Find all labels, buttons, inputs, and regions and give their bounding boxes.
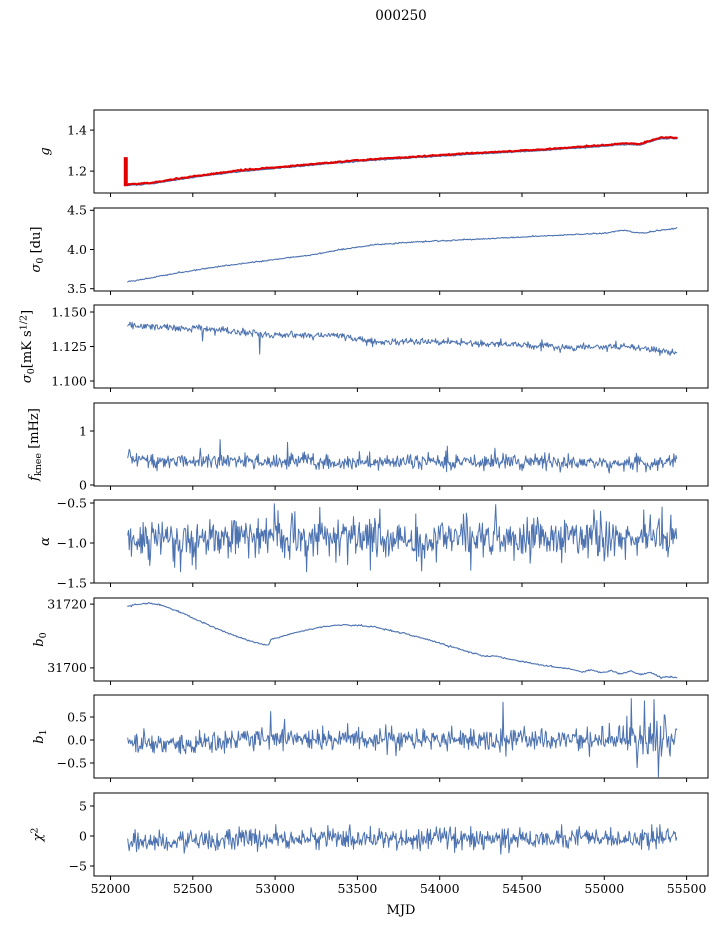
axes-spines — [93, 499, 709, 584]
y-tick-label: 1.125 — [51, 339, 87, 354]
axes-spines — [93, 304, 709, 389]
x-axis-label: MJD — [386, 903, 416, 918]
axes-spines — [93, 109, 709, 194]
series-alpha — [127, 503, 678, 573]
y-tick-label: 1.100 — [51, 373, 87, 388]
y-tick-label: −5 — [69, 858, 87, 873]
y-axis-label-sigma0-mK: σ0[mK s1/2] — [19, 310, 38, 383]
y-tick-label: 4.0 — [67, 242, 87, 257]
y-tick-label: 1.2 — [67, 163, 87, 178]
y-tick-label: 0 — [79, 477, 87, 492]
x-tick-label: 52500 — [173, 881, 213, 896]
subplot-b1: −0.5 0.0 0.5 b1 — [32, 694, 709, 782]
subplot-g: 1.2 1.4 g — [38, 109, 709, 197]
y-tick-label: 3.5 — [67, 281, 87, 296]
y-tick-label: 31720 — [47, 596, 87, 611]
y-tick-label: −1.5 — [57, 575, 87, 590]
subplot-b0: 31700 31720 b0 — [32, 596, 709, 685]
series-sigma0-mK — [127, 321, 678, 356]
y-axis-label-sigma0-du: σ0 [du] — [29, 227, 46, 273]
subplot-fknee: 0 1 fknee [mHz] — [27, 402, 709, 492]
axes-spines — [93, 694, 709, 779]
y-tick-label: 4.5 — [67, 203, 87, 218]
series-sigma0-du — [127, 227, 678, 283]
y-axis-label-b0: b0 — [32, 632, 49, 646]
y-tick-label: −0.5 — [57, 495, 87, 510]
y-tick-label: −1.0 — [57, 535, 87, 550]
y-tick-label: 1.4 — [67, 122, 87, 137]
series-chi2 — [127, 824, 678, 855]
y-tick-label: 0 — [79, 828, 87, 843]
y-tick-label: 0.5 — [67, 709, 87, 724]
x-tick-label: 55000 — [584, 881, 624, 896]
y-tick-label: 31700 — [47, 660, 87, 675]
series-g-data-red — [126, 135, 678, 186]
x-tick-label: 55500 — [667, 881, 707, 896]
x-tick-label: 53000 — [255, 881, 295, 896]
axes-spines — [93, 402, 709, 487]
y-axis-label-fknee: fknee [mHz] — [27, 408, 44, 482]
subplot-sigma0-mK: 1.100 1.125 1.150 σ0[mK s1/2] — [19, 304, 709, 392]
y-tick-label: 1.150 — [51, 304, 87, 319]
y-tick-label: 1 — [79, 423, 87, 438]
y-axis-label-chi2: χ2 — [30, 828, 47, 843]
subplot-chi2: 52000 52500 53000 53500 54000 54500 55000 55500… — [30, 792, 709, 896]
y-axis-label-b1: b1 — [32, 729, 49, 743]
series-b1 — [127, 698, 678, 778]
x-tick-label: 52000 — [91, 881, 131, 896]
y-tick-label: 5 — [79, 798, 87, 813]
x-tick-label: 54000 — [420, 881, 460, 896]
axes-spines — [93, 792, 709, 877]
figure-title: 000250 — [375, 8, 427, 24]
subplot-alpha: −1.5 −1.0 −0.5 α — [38, 495, 709, 590]
x-tick-label: 54500 — [502, 881, 542, 896]
axes-spines — [93, 207, 709, 292]
series-b0 — [127, 602, 678, 679]
y-axis-label-alpha: α — [38, 537, 53, 546]
y-tick-label: 0.0 — [67, 732, 87, 747]
y-axis-label-g: g — [38, 147, 53, 155]
y-tick-label: −0.5 — [57, 755, 87, 770]
subplot-sigma0-du: 3.5 4.0 4.5 σ0 [du] — [29, 203, 709, 296]
x-tick-label: 53500 — [338, 881, 378, 896]
axes-spines — [93, 597, 709, 682]
series-fknee — [127, 439, 678, 474]
series-g-data-red-spike-bar — [123, 157, 128, 187]
